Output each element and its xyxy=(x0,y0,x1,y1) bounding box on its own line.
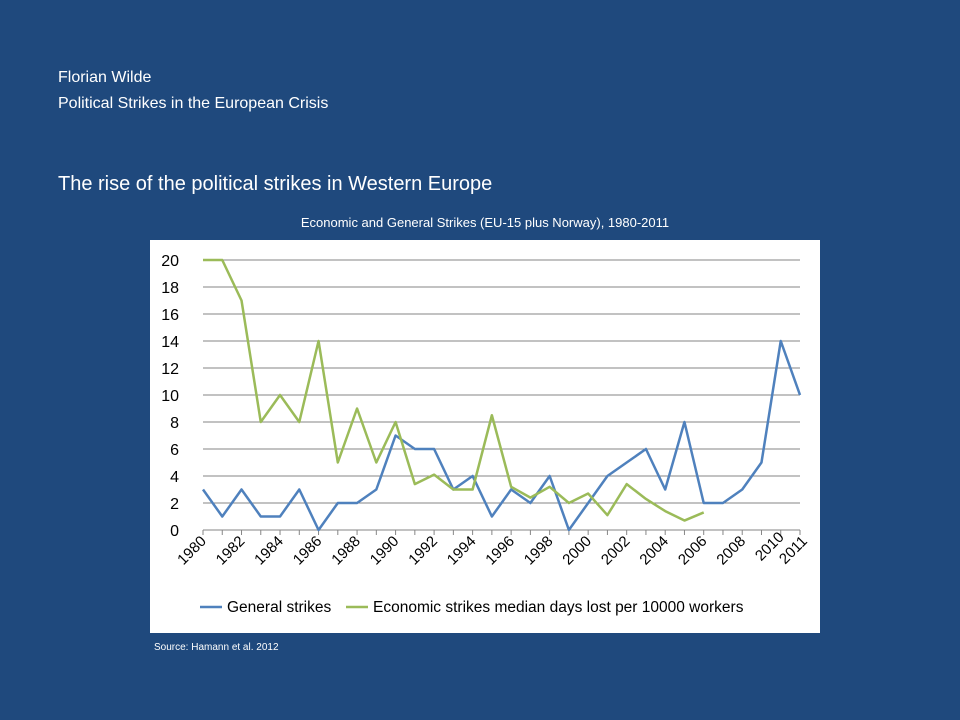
x-tick-label: 1980 xyxy=(174,533,210,569)
x-tick-label: 2004 xyxy=(636,533,672,569)
chart-title: Economic and General Strikes (EU-15 plus… xyxy=(300,215,670,230)
y-tick-label: 10 xyxy=(161,388,179,405)
x-tick-label: 1986 xyxy=(290,533,326,569)
y-tick-label: 0 xyxy=(170,523,179,540)
x-tick-label: 1984 xyxy=(251,533,287,569)
general-strikes-line xyxy=(201,339,802,532)
author-name: Florian Wilde xyxy=(58,69,152,86)
y-tick-label: 12 xyxy=(161,361,179,378)
y-tick-label: 14 xyxy=(161,334,179,351)
x-tick-label: 1990 xyxy=(367,533,403,569)
chart-area: 0 2 4 6 8 10 12 14 16 18 20 1980 1982 1984 1986 1988 19… xyxy=(150,240,820,633)
x-tick-label: 1994 xyxy=(444,533,480,569)
x-tick-label: 1988 xyxy=(328,533,364,569)
economic-strikes-line xyxy=(203,258,705,522)
slide-heading: The rise of the political strikes in Wes… xyxy=(58,173,493,195)
legend-label: Economic strikes median days lost per 10… xyxy=(373,599,744,616)
x-tick-label: 1998 xyxy=(521,533,557,569)
y-tick-label: 18 xyxy=(161,280,179,297)
y-tick-label: 2 xyxy=(170,496,179,513)
y-tick-label: 20 xyxy=(161,253,179,270)
source-note: Source: Hamann et al. 2012 xyxy=(154,642,279,653)
x-tick-label: 2006 xyxy=(675,533,711,569)
y-tick-label: 16 xyxy=(161,307,179,324)
y-tick-label: 6 xyxy=(170,442,179,459)
legend-label: General strikes xyxy=(227,599,331,616)
y-tick-label: 4 xyxy=(170,469,179,486)
x-tick-label: 2000 xyxy=(559,533,595,569)
x-tick-label: 2002 xyxy=(598,533,634,569)
y-tick-label: 8 xyxy=(170,415,179,432)
x-tick-label: 1992 xyxy=(405,533,441,569)
x-tick-label: 1982 xyxy=(213,533,249,569)
x-tick-label: 1996 xyxy=(482,533,518,569)
presentation-subtitle: Political Strikes in the European Crisis xyxy=(58,95,329,112)
x-tick-label: 2008 xyxy=(713,533,749,569)
